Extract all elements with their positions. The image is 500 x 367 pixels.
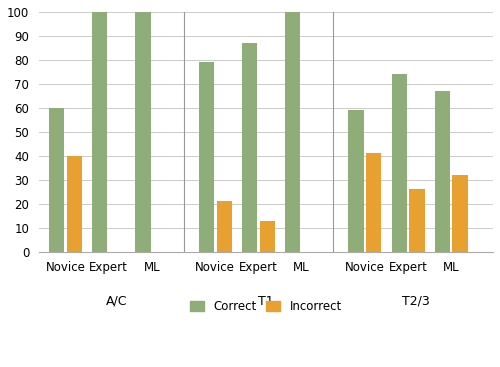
Bar — [285, 12, 300, 252]
Text: T2/3: T2/3 — [402, 295, 429, 308]
Bar — [410, 189, 424, 252]
Bar — [199, 62, 214, 252]
Bar — [67, 156, 82, 252]
Bar — [136, 12, 150, 252]
Text: A/C: A/C — [106, 295, 127, 308]
Bar — [434, 91, 450, 252]
Bar — [366, 153, 382, 252]
Bar — [49, 108, 64, 252]
Bar — [452, 175, 468, 252]
Bar — [392, 74, 407, 252]
Bar — [260, 221, 275, 252]
Bar — [348, 110, 364, 252]
Bar — [242, 43, 257, 252]
Bar — [92, 12, 108, 252]
Legend: Correct, Incorrect: Correct, Incorrect — [185, 295, 347, 318]
Bar — [216, 201, 232, 252]
Text: T1: T1 — [258, 295, 274, 308]
